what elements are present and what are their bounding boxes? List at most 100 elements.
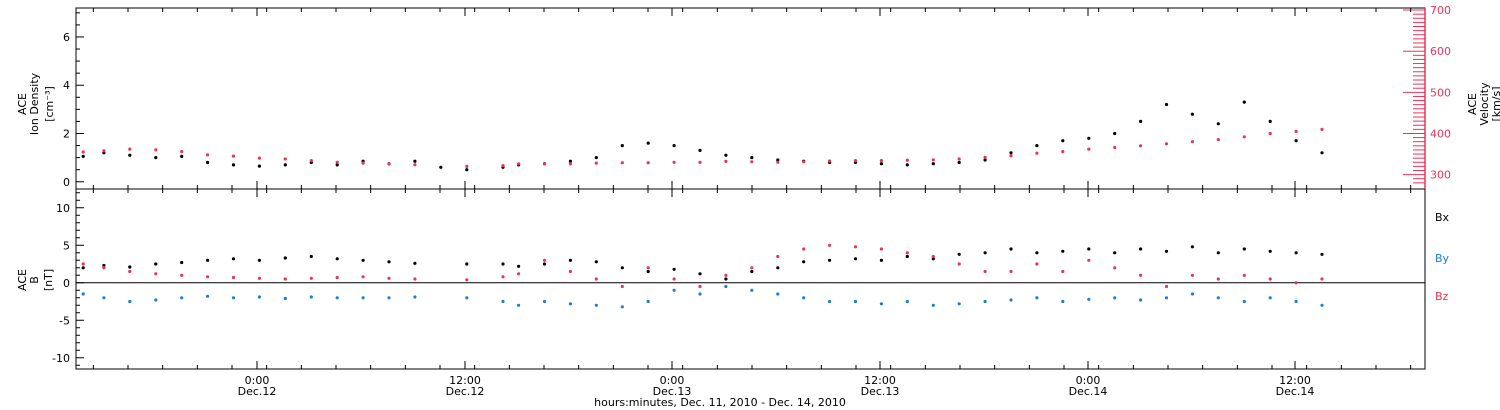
by-point bbox=[983, 299, 987, 304]
bx-point bbox=[501, 262, 505, 266]
velocity-point bbox=[154, 148, 158, 152]
velocity-label-line-1: ACE bbox=[1466, 93, 1479, 115]
by-point bbox=[180, 296, 184, 300]
bx-point bbox=[905, 254, 909, 259]
by-point bbox=[257, 295, 261, 299]
velocity-point bbox=[853, 159, 858, 163]
b-label-line-1: ACE bbox=[16, 269, 29, 291]
ion-density-point bbox=[905, 163, 909, 167]
bz-point bbox=[1139, 273, 1143, 277]
bz-point bbox=[465, 278, 469, 282]
by-point bbox=[542, 299, 547, 304]
ion-density-point bbox=[1164, 102, 1169, 107]
by-point bbox=[594, 303, 598, 307]
bx-point bbox=[750, 269, 754, 274]
ion-density-point bbox=[983, 158, 987, 162]
density-label-line-2: Ion Density bbox=[28, 72, 41, 135]
by-point bbox=[1294, 299, 1298, 304]
bx-point bbox=[957, 252, 961, 256]
ion-density-point bbox=[724, 153, 728, 157]
by-point bbox=[154, 298, 158, 302]
x-tick-time-label: 0:00 bbox=[1076, 374, 1101, 387]
ion-density-point bbox=[750, 156, 754, 160]
x-tick-time-label: 12:00 bbox=[1279, 374, 1311, 387]
bx-point bbox=[542, 262, 547, 266]
velocity-point bbox=[465, 164, 469, 168]
x-tick-date-label: Dec.12 bbox=[446, 385, 485, 398]
ion-density-point bbox=[1139, 119, 1143, 123]
x-tick-date-label: Dec.14 bbox=[1276, 385, 1315, 398]
velocity-point bbox=[983, 155, 987, 159]
ion-density-point bbox=[957, 160, 961, 165]
by-point bbox=[853, 299, 858, 304]
ion-density-point bbox=[1216, 122, 1220, 126]
density-axis-ticks: 0 2 4 6 bbox=[63, 12, 84, 189]
bx-point bbox=[387, 260, 391, 264]
by-point bbox=[776, 292, 780, 296]
bx-point bbox=[1268, 249, 1272, 253]
bz-point bbox=[879, 247, 884, 251]
by-point bbox=[283, 296, 287, 301]
ion-density-point bbox=[1294, 139, 1298, 143]
bz-point bbox=[1294, 281, 1298, 285]
bx-point bbox=[1113, 251, 1117, 255]
by-point bbox=[646, 299, 650, 304]
ion-density-point bbox=[257, 164, 261, 168]
bx-point bbox=[802, 260, 806, 264]
bx-point bbox=[1061, 249, 1065, 253]
bz-point bbox=[1242, 273, 1246, 277]
bx-point bbox=[517, 264, 521, 268]
by-point bbox=[1190, 292, 1194, 296]
by-point bbox=[309, 295, 313, 299]
by-point bbox=[957, 302, 961, 306]
by-point bbox=[1216, 296, 1220, 300]
velocity-point bbox=[905, 158, 909, 162]
bx-point bbox=[620, 266, 624, 270]
bz-point bbox=[335, 275, 339, 280]
ion-density-point bbox=[1035, 144, 1039, 148]
bz-point bbox=[1216, 277, 1220, 281]
velocity-point bbox=[1320, 127, 1324, 131]
bx-point bbox=[879, 258, 884, 262]
ion-density-point bbox=[1190, 112, 1194, 116]
by-point bbox=[413, 295, 417, 299]
ion-density-point bbox=[1320, 151, 1324, 155]
bz-point bbox=[154, 272, 158, 276]
ion-density-point bbox=[439, 165, 443, 169]
bz-point bbox=[672, 277, 676, 281]
bz-point bbox=[231, 275, 236, 280]
bx-point bbox=[646, 269, 650, 274]
velocity-tick-label-600: 600 bbox=[1430, 45, 1451, 58]
bz-point bbox=[517, 272, 521, 276]
b-tick-label-10: 10 bbox=[56, 202, 70, 215]
velocity-point bbox=[361, 161, 365, 165]
velocity-point bbox=[879, 159, 884, 163]
ion-density-point bbox=[879, 162, 884, 166]
by-point bbox=[698, 292, 702, 296]
velocity-point bbox=[1164, 142, 1169, 146]
ion-density-point bbox=[128, 153, 132, 157]
velocity-tick-label-500: 500 bbox=[1430, 86, 1451, 99]
velocity-point bbox=[957, 157, 961, 161]
b-tick-label-0: 0 bbox=[63, 277, 70, 290]
velocity-point bbox=[1113, 145, 1117, 150]
bx-point bbox=[1216, 251, 1220, 255]
bz-point bbox=[646, 266, 650, 270]
velocity-axis-ticks: 300 400 500 600 700 bbox=[1403, 4, 1451, 189]
bx-point bbox=[154, 262, 158, 266]
by-point bbox=[1164, 296, 1169, 300]
ion-density-point bbox=[698, 148, 702, 152]
by-point bbox=[1113, 296, 1117, 300]
bx-point bbox=[81, 266, 85, 270]
velocity-tick-label-300: 300 bbox=[1430, 169, 1451, 182]
bz-point bbox=[1009, 269, 1013, 274]
velocity-point bbox=[594, 161, 598, 165]
ion-density-point bbox=[568, 159, 573, 163]
bz-point bbox=[1190, 273, 1194, 277]
by-point bbox=[750, 288, 754, 292]
velocity-point bbox=[413, 163, 417, 167]
bx-point bbox=[568, 258, 573, 262]
bz-point bbox=[361, 275, 365, 279]
bx-point bbox=[102, 263, 106, 268]
